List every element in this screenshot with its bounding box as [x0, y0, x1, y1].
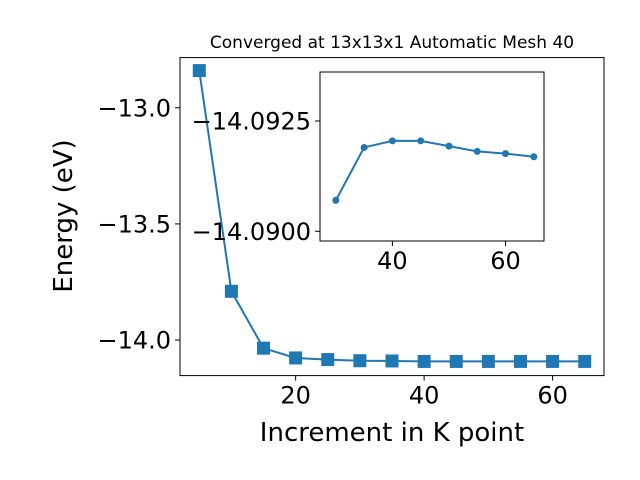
inset-data-point [445, 142, 453, 150]
inset-x-tick-label: 40 [377, 247, 408, 275]
main-data-point [546, 354, 560, 368]
inset-x-tick-label: 60 [490, 247, 521, 275]
main-plot-area [179, 57, 605, 377]
inset-data-point [332, 196, 340, 204]
inset-data-point [473, 147, 481, 155]
main-data-point [257, 341, 271, 355]
main-data-point [513, 354, 527, 368]
chart-title: Converged at 13x13x1 Automatic Mesh 40 [210, 33, 574, 53]
main-data-point [353, 354, 367, 368]
main-axis-ticks: 20 40 60 −13.0 −13.5 −14.0 [97, 94, 567, 409]
main-x-tick-label: 20 [280, 381, 311, 409]
main-data-point [289, 351, 303, 365]
inset-data-point [502, 150, 510, 158]
inset-background [320, 72, 544, 241]
main-x-tick-label: 60 [537, 381, 568, 409]
main-data-point [417, 354, 431, 368]
main-data-point [192, 64, 206, 78]
inset-data-point [388, 137, 396, 145]
main-data-point [578, 354, 592, 368]
main-x-tick-label: 40 [409, 381, 440, 409]
inset-series-line [334, 139, 534, 201]
x-axis-label: Increment in K point [260, 418, 524, 448]
main-y-tick-label: −13.0 [97, 94, 171, 122]
inset-series [332, 137, 538, 204]
main-data-point [481, 354, 495, 368]
inset-y-tick-label: −14.0900 [192, 218, 311, 246]
main-y-tick-label: −13.5 [97, 211, 171, 239]
inset-data-point [417, 137, 425, 145]
inset-axis-ticks: 40 60 −14.0925 −14.0900 [192, 108, 521, 275]
main-data-point [449, 354, 463, 368]
main-data-point [321, 353, 335, 367]
main-data-point [224, 284, 238, 298]
inset-data-point [360, 143, 368, 151]
y-axis-label: Energy (eV) [49, 139, 79, 292]
main-series [192, 64, 592, 368]
main-data-point [385, 354, 399, 368]
inset-data-point [530, 153, 538, 161]
main-y-tick-label: −14.0 [97, 327, 171, 355]
inset-y-tick-label: −14.0925 [192, 108, 311, 136]
inset-plot-area [319, 71, 545, 242]
